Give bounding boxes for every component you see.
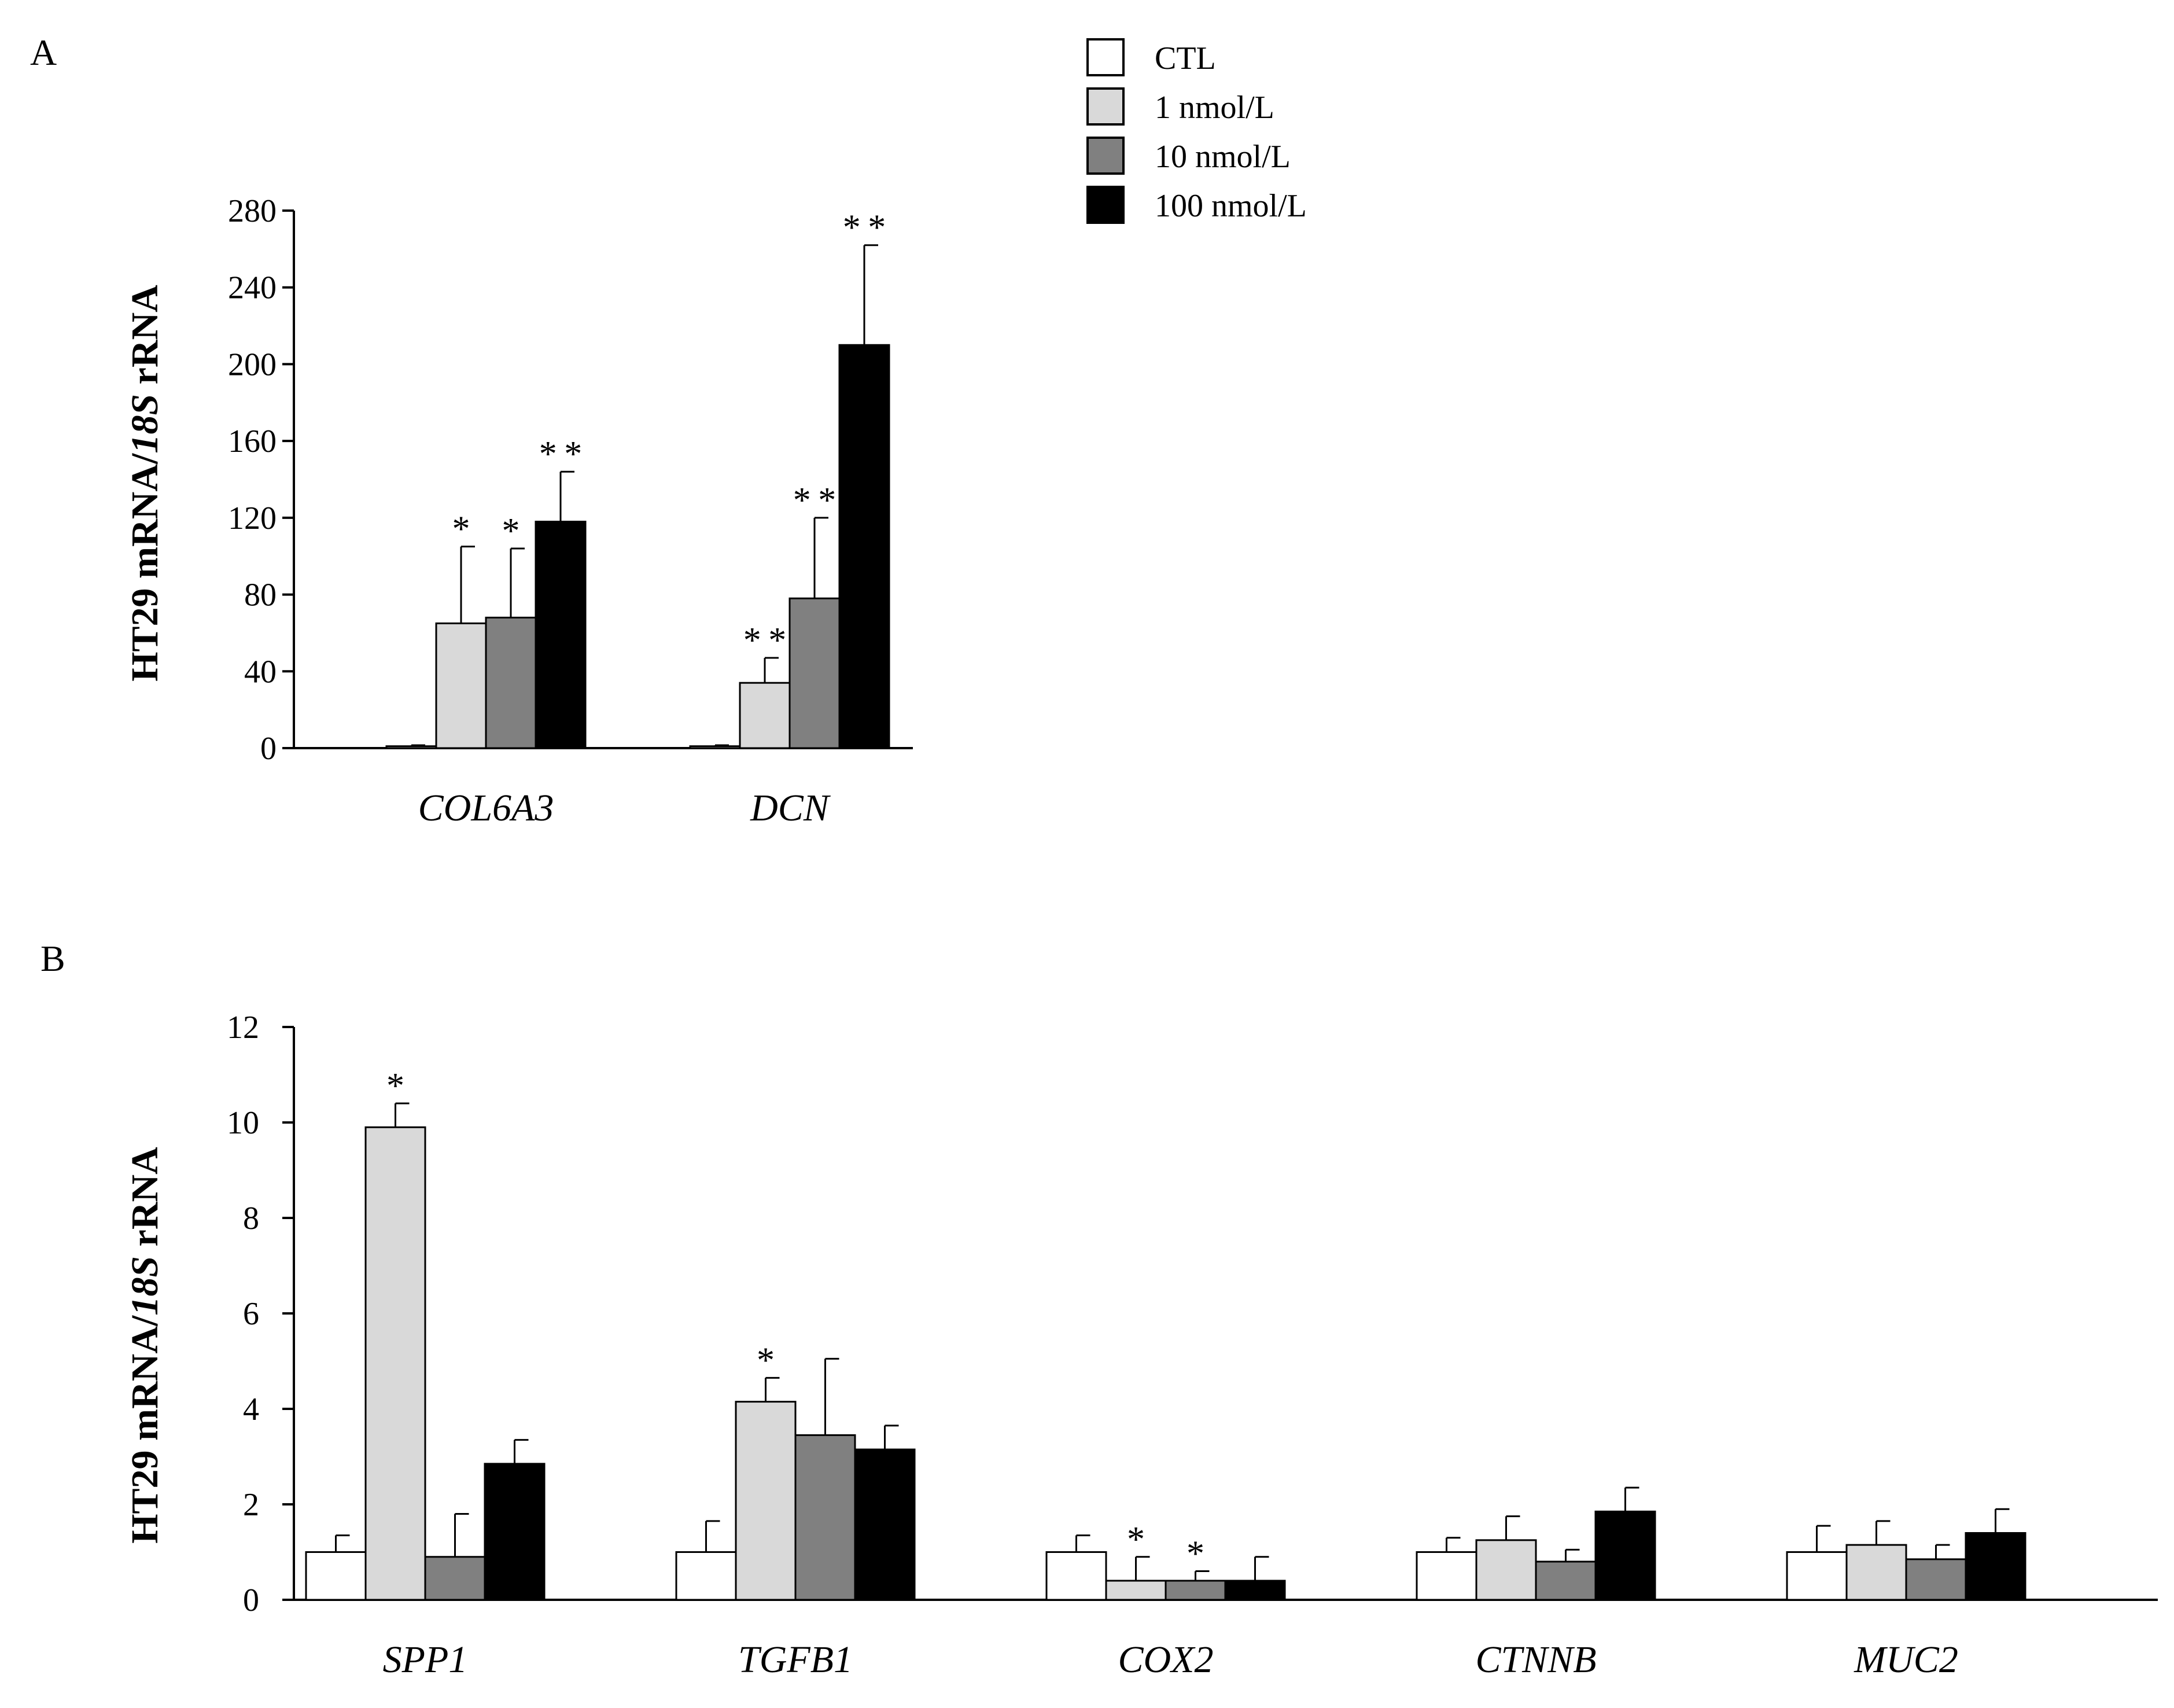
panel-b-category-label: CTNNB: [1475, 1639, 1596, 1681]
panel-a-bar-col6a3-10-nmol-l: [485, 616, 537, 749]
panel-a-bar-col6a3-100-nmol-l: [535, 520, 587, 749]
panel-b-bar-spp1-1-nmol-l: [364, 1126, 426, 1601]
panel-b-y-tick-label: 2: [243, 1487, 259, 1523]
panel-a-bar-dcn-1-nmol-l: [739, 682, 791, 749]
panel-a-chart: A HT29 mRNA/18S rRNA 0 40 80 120 160 200 240 28…: [30, 32, 913, 829]
panel-b-bar-cox2-ctl: [1045, 1551, 1107, 1601]
panel-b-bar-tgfb1-ctl: [675, 1551, 737, 1601]
panel-a-y-tick-label: 0: [260, 731, 277, 767]
panel-b-bar-tgfb1-1-nmol-l: [735, 1401, 797, 1601]
legend-item-ctl: CTL: [1086, 38, 1216, 76]
panel-b-bar-muc2-ctl: [1786, 1551, 1848, 1601]
panel-a-y-tick-label: 280: [228, 193, 277, 229]
panel-b-bar-muc2-10-nmol-l: [1905, 1558, 1967, 1601]
panel-b-bar-ctnnb-10-nmol-l: [1535, 1560, 1597, 1601]
panel-b-category-label: COX2: [1118, 1639, 1214, 1681]
legend-swatch-10-nmol: [1086, 137, 1125, 175]
legend-swatch-100-nmol: [1086, 186, 1125, 224]
panel-b-y-tick-label: 0: [243, 1582, 259, 1618]
legend-swatch-ctl: [1086, 38, 1125, 76]
panel-a-significance-marker: * *: [793, 481, 836, 520]
legend-item-100-nmol: 100 nmol/L: [1086, 186, 1307, 224]
panel-b-chart: B HT29 mRNA/18S rRNA 0 2 4 6 8 10 12 SPP1 TGFB1 C…: [40, 938, 2158, 1681]
legend-label-10-nmol: 10 nmol/L: [1155, 139, 1291, 175]
panel-a-y-tick-label: 200: [228, 347, 277, 382]
legend-label-ctl: CTL: [1155, 41, 1216, 76]
panel-b-bar-ctnnb-ctl: [1416, 1551, 1477, 1601]
panel-b-bar-muc2-1-nmol-l: [1845, 1544, 1907, 1601]
panel-b-bar-spp1-100-nmol-l: [484, 1463, 546, 1601]
panel-a-y-tick-label: 80: [244, 577, 277, 613]
panel-b-y-tick-label: 6: [243, 1296, 259, 1332]
panel-a-significance-marker: * *: [843, 208, 886, 248]
panel-a-y-tick-label: 240: [228, 270, 277, 306]
panel-b-bar-cox2-100-nmol-l: [1224, 1580, 1286, 1601]
panel-b-significance-marker: *: [1187, 1534, 1204, 1574]
panel-a-bar-dcn-100-nmol-l: [838, 344, 890, 749]
panel-a-bar-dcn-ctl: [689, 745, 741, 749]
panel-a-y-tick-label: 160: [228, 424, 277, 459]
panel-b-y-tick-label: 12: [227, 1010, 259, 1046]
panel-b-bar-muc2-100-nmol-l: [1965, 1532, 2026, 1601]
panel-b-bar-ctnnb-100-nmol-l: [1594, 1510, 1656, 1601]
legend-item-10-nmol: 10 nmol/L: [1086, 137, 1291, 175]
panel-a-category-label: COL6A3: [418, 787, 554, 829]
panel-a-bar-dcn-10-nmol-l: [788, 597, 841, 749]
panel-a-significance-marker: * *: [539, 435, 582, 474]
panel-b-bar-cox2-1-nmol-l: [1105, 1580, 1167, 1601]
panel-b-label: B: [40, 938, 65, 979]
panel-b-significance-marker: *: [1127, 1520, 1145, 1559]
legend-swatch-1-nmol: [1086, 87, 1125, 126]
panel-a-y-axis-title: HT29 mRNA/18S rRNA: [124, 285, 166, 682]
panel-a-bar-col6a3-1-nmol-l: [435, 622, 487, 749]
panel-b-y-tick-label: 4: [243, 1392, 259, 1427]
panel-b-bar-tgfb1-10-nmol-l: [794, 1434, 856, 1601]
panel-b-y-tick-label: 8: [243, 1201, 259, 1236]
legend-label-1-nmol: 1 nmol/L: [1155, 90, 1274, 126]
panel-b-y-tick-label: 10: [227, 1105, 259, 1141]
panel-a-label: A: [30, 32, 57, 73]
panel-a-y-tick-label: 40: [244, 654, 277, 690]
panel-b-significance-marker: *: [757, 1341, 775, 1380]
legend: CTL 1 nmol/L 10 nmol/L 100 nmol/L: [1086, 38, 1307, 224]
panel-b-bar-ctnnb-1-nmol-l: [1475, 1539, 1537, 1601]
panel-b-category-label: SPP1: [383, 1639, 468, 1681]
panel-a-y-tick-label: 120: [228, 500, 277, 536]
panel-a-bar-col6a3-ctl: [385, 745, 437, 749]
legend-label-100-nmol: 100 nmol/L: [1155, 188, 1307, 224]
panel-b-bar-cox2-10-nmol-l: [1165, 1580, 1226, 1601]
legend-item-1-nmol: 1 nmol/L: [1086, 87, 1274, 126]
panel-b-significance-marker: *: [386, 1066, 404, 1106]
panel-a-significance-marker: *: [502, 511, 520, 551]
panel-b-y-axis-title: HT29 mRNA/18S rRNA: [124, 1147, 166, 1544]
panel-b-category-label: TGFB1: [738, 1639, 853, 1681]
panel-a-significance-marker: * *: [743, 621, 786, 660]
panel-b-bar-spp1-10-nmol-l: [424, 1556, 486, 1601]
panel-b-bar-tgfb1-100-nmol-l: [854, 1448, 916, 1601]
panel-b-bar-spp1-ctl: [305, 1551, 367, 1601]
panel-b-category-label: MUC2: [1854, 1639, 1958, 1681]
panel-a-category-label: DCN: [750, 787, 831, 829]
panel-a-significance-marker: *: [452, 510, 470, 549]
